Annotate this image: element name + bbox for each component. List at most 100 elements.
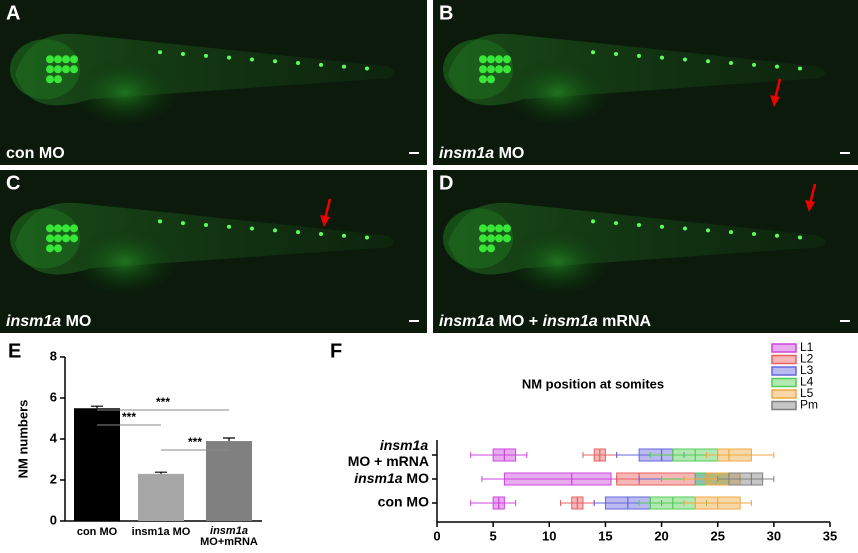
fish-head [10,208,80,269]
neuromast [752,231,756,236]
legend-swatch [771,343,797,353]
neuromast [70,65,78,74]
red-arrow-head [770,95,780,107]
fish-yolk [70,226,180,297]
neuromast [683,57,687,62]
y-tick-label: 0 [50,512,57,527]
x-tick-label: 20 [654,528,668,543]
fish-head [443,39,513,100]
neuromast [296,61,300,66]
neuromast [273,59,277,64]
neuromast [62,234,70,243]
legend-label: L1 [800,340,814,354]
panel-caption: insm1a MO + insm1a mRNA [439,313,652,330]
neuromast [487,244,495,253]
neuromast [296,230,300,235]
neuromast [46,244,54,253]
x-tick-label: 0 [433,528,440,543]
neuromast [495,234,503,243]
neuromast [637,53,641,58]
x-tick-label: con MO [77,526,118,538]
legend-swatch [771,366,797,376]
legend-label: L3 [800,363,814,377]
legend-label: Pm [800,398,818,412]
x-tick-label: 5 [490,528,497,543]
neuromast [660,224,664,229]
neuromast [54,65,62,74]
neuromast [614,221,618,226]
neuromast [342,64,346,69]
neuromast [70,234,78,243]
whisker-caps [717,476,775,482]
neuromast [487,55,495,64]
neuromast [487,65,495,74]
fish-yolk [70,57,180,128]
neuromast [227,224,231,229]
neuromast [46,55,54,64]
legend-swatch [771,377,797,388]
legend-label: L5 [800,386,814,400]
fish-yolk [503,57,613,128]
caption-part: insm1a [439,145,494,162]
caption-part: insm1a [6,313,61,330]
neuromast [479,75,487,84]
neuromast [487,234,495,243]
neuromast [487,224,495,233]
neuromast [54,75,62,84]
y-tick-label: 6 [50,389,57,404]
neuromast [752,62,756,67]
neuromast [62,55,70,64]
neuromast [798,66,802,71]
caption-part: MO + [494,313,542,330]
neuromast [181,52,185,57]
fish-yolk [503,226,613,297]
panel-caption: insm1a MO [6,313,91,330]
panel-letter: E [8,340,21,362]
neuromast [729,230,733,235]
whisker-caps [470,500,517,506]
panel-letter: A [6,2,20,24]
neuromast [729,61,733,66]
whisker-caps [705,452,775,458]
neuromast [495,55,503,64]
neuromast [775,233,779,238]
box [728,472,764,486]
error-bar [91,405,103,409]
fish-head [443,208,513,269]
neuromast [70,55,78,64]
neuromast [479,65,487,74]
y-tick-label-part: insm1a [354,470,402,486]
neuromast [503,224,511,233]
neuromast [62,224,70,233]
neuromast [273,228,277,233]
chart-title: NM position at somites [522,376,664,391]
legend-swatch [771,400,797,411]
y-tick-label: con MO [378,494,429,510]
neuromast [495,224,503,233]
bar [206,441,252,521]
neuromast [479,224,487,233]
neuromast [250,226,254,231]
y-tick-label: insm1a MO + mRNA [348,437,429,469]
caption-part: MO [61,313,91,330]
x-tick-label: insm1a MO+mRNA [200,525,258,548]
panel-letter: C [6,172,20,194]
legend-swatch [771,389,797,399]
panel-letter: B [439,2,453,24]
neuromast [227,55,231,60]
neuromast [319,231,323,236]
neuromast [54,244,62,253]
neuromast [70,224,78,233]
box [503,472,612,486]
neuromast [365,235,369,240]
neuromast [706,59,710,64]
neuromast [319,62,323,67]
neuromast [614,52,618,57]
y-tick-label: insm1a MO [354,470,429,486]
legend-label: L4 [800,375,814,389]
neuromast [775,64,779,69]
x-tick-label-line: insm1a [210,525,248,537]
x-tick-label: insm1a MO [132,526,191,538]
significance-label: *** [122,410,136,424]
